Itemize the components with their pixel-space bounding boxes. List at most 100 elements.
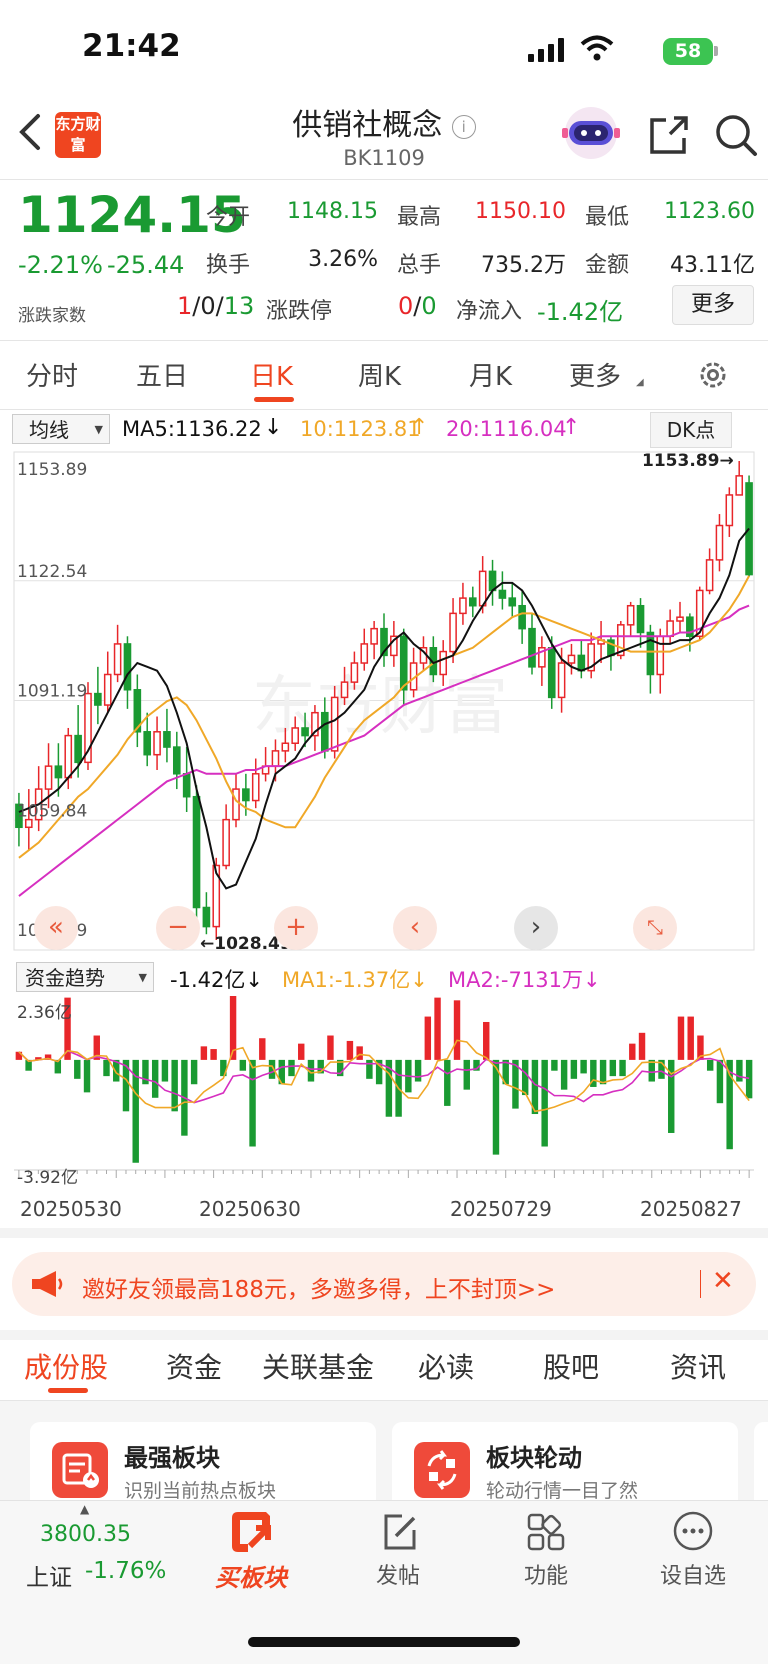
fund-flow-bar [288, 1059, 295, 1077]
zoom-out-icon[interactable]: − [156, 906, 200, 950]
tab-intraday[interactable]: 分时 [26, 362, 79, 392]
fund-bottom-label: -3.92亿 [17, 1168, 78, 1188]
candle-body [251, 773, 260, 802]
ma-selector[interactable]: 均线 ▼ [12, 414, 110, 444]
index-name[interactable]: 上证 [26, 1565, 72, 1591]
candle-body [232, 788, 240, 821]
card-strongest-sector[interactable]: 最强板块 识别当前热点板块 [30, 1422, 376, 1512]
tab-must-read[interactable]: 必读 [418, 1351, 475, 1384]
candle-body [616, 624, 625, 657]
candle-body [350, 662, 359, 683]
index-value[interactable]: 3800.35 [40, 1522, 131, 1547]
dk-point-button[interactable]: DK点 [650, 412, 732, 448]
y-tick-label: 1091.19 [17, 682, 87, 702]
index-change[interactable]: -1.76% [85, 1558, 167, 1584]
buy-sector-label[interactable]: 买板块 [215, 1564, 287, 1592]
fund-flow-bar [444, 1059, 451, 1106]
candle-body [84, 692, 92, 764]
fund-flow-bar [453, 1000, 461, 1060]
post-label[interactable]: 发帖 [375, 1564, 420, 1589]
functions-label[interactable]: 功能 [523, 1564, 568, 1589]
rewind-icon[interactable]: « [34, 906, 78, 950]
fund-flow-bar [239, 1059, 247, 1071]
assistant-robot-icon[interactable] [560, 106, 622, 160]
fund-flow-bar [521, 1059, 529, 1096]
tab-related-funds[interactable]: 关联基金 [262, 1351, 375, 1384]
fund-flow-bar [132, 1059, 139, 1163]
promo-banner[interactable] [12, 1252, 756, 1316]
tab-funds[interactable]: 资金 [166, 1351, 223, 1384]
fund-flow-bar [268, 1059, 276, 1079]
candle-body [557, 662, 566, 699]
card-title: 最强板块 [124, 1444, 220, 1472]
candle-body [567, 654, 576, 664]
search-icon[interactable] [714, 113, 758, 157]
add-watchlist-label[interactable]: 设自选 [659, 1564, 726, 1589]
low-marker-value: 1028.49 [214, 934, 292, 954]
tab-five-day[interactable]: 五日 [136, 362, 189, 392]
candle-body [94, 692, 102, 706]
adv-count: 1 [177, 292, 193, 320]
candle-body [281, 742, 290, 752]
candle-body [735, 475, 744, 496]
close-icon[interactable]: ✕ [712, 1266, 734, 1296]
settings-gear-icon[interactable] [696, 358, 730, 392]
fullscreen-icon[interactable]: ⤡ [633, 906, 677, 950]
candle-body [123, 643, 132, 691]
fund-flow-bar [161, 1059, 169, 1082]
post-edit-icon[interactable] [380, 1512, 420, 1552]
megaphone-icon [32, 1271, 63, 1297]
chevron-left-icon[interactable]: ‹ [393, 906, 437, 950]
x-date-2: 20250630 [199, 1197, 301, 1221]
fund-flow-bar [580, 1059, 587, 1074]
fund-flow-bar [142, 1059, 149, 1085]
tab-more[interactable]: 更多 [569, 362, 622, 392]
back-icon[interactable] [16, 112, 44, 152]
tab-news[interactable]: 资讯 [670, 1351, 727, 1384]
fund-flow-bar [356, 1046, 363, 1060]
candle-body [320, 711, 329, 752]
candle-body [695, 589, 704, 638]
tab-monthly-k[interactable]: 月K [469, 362, 513, 392]
candle-body [172, 746, 181, 775]
info-icon[interactable]: i [451, 114, 476, 139]
fund-flow-bar [64, 997, 71, 1060]
tab-constituents[interactable]: 成份股 [24, 1351, 109, 1384]
tab-weekly-k[interactable]: 周K [358, 362, 402, 392]
chevron-right-icon[interactable]: › [514, 906, 558, 950]
ma10-arrow-icon: ↑ [410, 415, 429, 440]
fund-flow-bar [570, 1059, 578, 1079]
candle-body [587, 643, 596, 672]
promo-text[interactable]: 邀好友领最高188元，多邀多得，上不封顶>> [82, 1277, 556, 1303]
tab-daily-k[interactable]: 日K [250, 362, 294, 392]
ma5-label: MA5:1136.22 [122, 417, 262, 441]
share-icon[interactable] [648, 114, 690, 156]
candle-body [468, 597, 477, 607]
buy-sector-icon[interactable] [226, 1508, 276, 1554]
indicator-selector[interactable]: 资金趋势 ▼ [16, 962, 154, 992]
fund-flow-bar [414, 1059, 422, 1082]
more-button[interactable]: 更多 [672, 285, 754, 325]
fund-flow-chart[interactable] [0, 996, 768, 1186]
zoom-in-icon[interactable]: + [274, 906, 318, 950]
candle-body [725, 494, 734, 527]
section-gap [0, 1228, 768, 1238]
fund-flow-bar [25, 1059, 32, 1071]
divider [0, 340, 768, 341]
functions-grid-icon[interactable] [526, 1512, 566, 1552]
x-axis-ticks [18, 1170, 750, 1178]
card-partial[interactable] [754, 1422, 768, 1512]
candle-body [242, 788, 250, 802]
candle-body [646, 631, 655, 676]
card-sector-rotation[interactable]: 板块轮动 轮动行情一目了然 [392, 1422, 738, 1512]
fund-flow-bar [35, 1057, 42, 1060]
tab-forum[interactable]: 股吧 [543, 1351, 600, 1384]
high-label: 最高 [397, 205, 442, 230]
add-watchlist-icon[interactable] [672, 1510, 714, 1552]
fund-flow-bar [113, 1059, 120, 1082]
chart-grid [13, 451, 755, 951]
wifi-icon [580, 35, 614, 61]
card-subtitle: 识别当前热点板块 [124, 1480, 277, 1502]
candle-body [163, 731, 171, 748]
